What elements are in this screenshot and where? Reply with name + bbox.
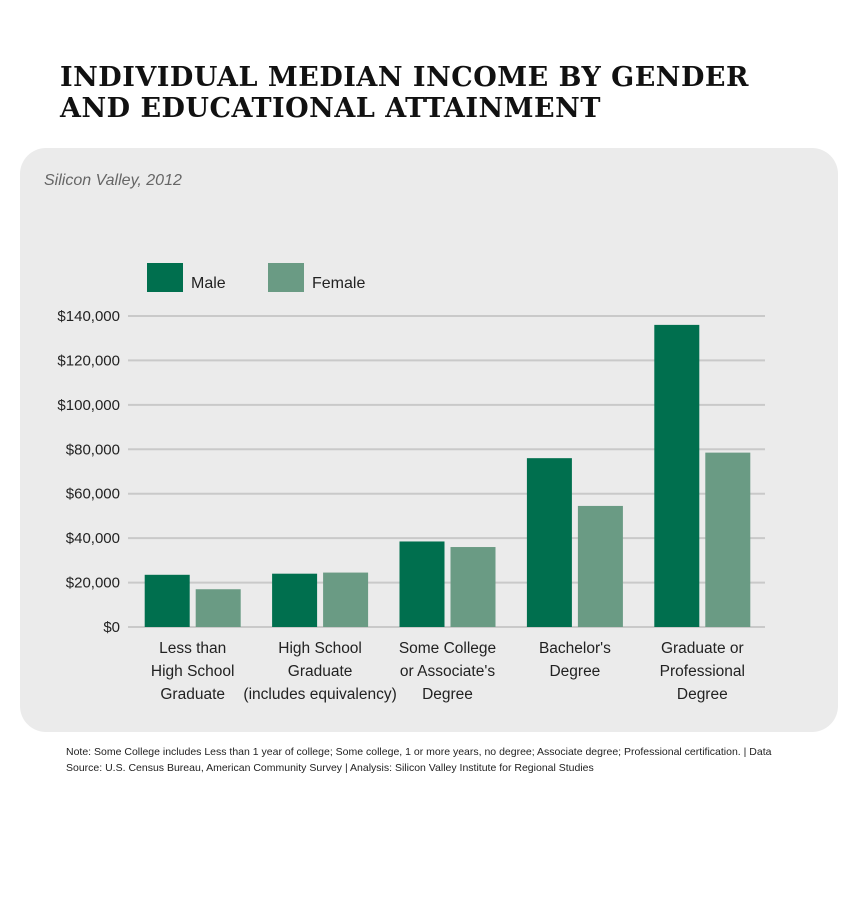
x-category-label: High School Graduate (includes equivalency… [243, 640, 396, 703]
y-tick-label: $100,000 [57, 397, 120, 414]
bar-female [450, 547, 496, 627]
bar-female [577, 505, 623, 627]
y-tick-label: $60,000 [66, 486, 120, 503]
legend-label-male: Male [191, 275, 226, 292]
y-tick-label: $120,000 [57, 352, 120, 369]
y-tick-label: $80,000 [66, 441, 120, 458]
chart-subtitle: Silicon Valley, 2012 [44, 172, 182, 189]
bar-male [144, 574, 190, 627]
y-tick-label: $40,000 [66, 530, 120, 547]
bar-female [195, 589, 241, 627]
chart-title: INDIVIDUAL MEDIAN INCOME BY GENDER AND E… [60, 62, 749, 124]
y-axis-tick-labels: $0 $20,000 $40,000 $60,000 $80,000 $100,000 $1… [57, 308, 120, 636]
x-category-label: Some College or Associate's Degree [399, 640, 496, 703]
bar-female [705, 452, 751, 627]
bar-male [654, 324, 700, 627]
bar-male [526, 458, 572, 627]
legend-swatch-female [268, 263, 304, 292]
chart-panel [20, 148, 838, 732]
bars [144, 324, 751, 627]
x-category-label: Bachelor's Degree [539, 640, 611, 680]
legend: Male Female [147, 263, 365, 292]
bar-female [323, 572, 369, 627]
legend-label-female: Female [312, 275, 365, 292]
y-tick-label: $0 [103, 619, 120, 636]
x-category-label: Graduate or Professional Degree [660, 640, 745, 703]
y-tick-label: $20,000 [66, 575, 120, 592]
legend-swatch-male [147, 263, 183, 292]
y-tick-label: $140,000 [57, 308, 120, 325]
bar-male [399, 541, 445, 627]
bar-male [272, 573, 318, 627]
source-note: Note: Some College includes Less than 1 … [66, 746, 772, 774]
x-category-label: Less than High School Graduate [151, 640, 235, 703]
